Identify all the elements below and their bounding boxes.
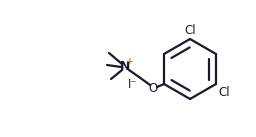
Text: +: +: [126, 58, 134, 66]
Text: N: N: [120, 61, 130, 73]
Text: O: O: [148, 82, 158, 95]
Text: Cl: Cl: [184, 24, 196, 37]
Text: Cl: Cl: [218, 86, 230, 99]
Text: I⁻: I⁻: [128, 79, 138, 92]
